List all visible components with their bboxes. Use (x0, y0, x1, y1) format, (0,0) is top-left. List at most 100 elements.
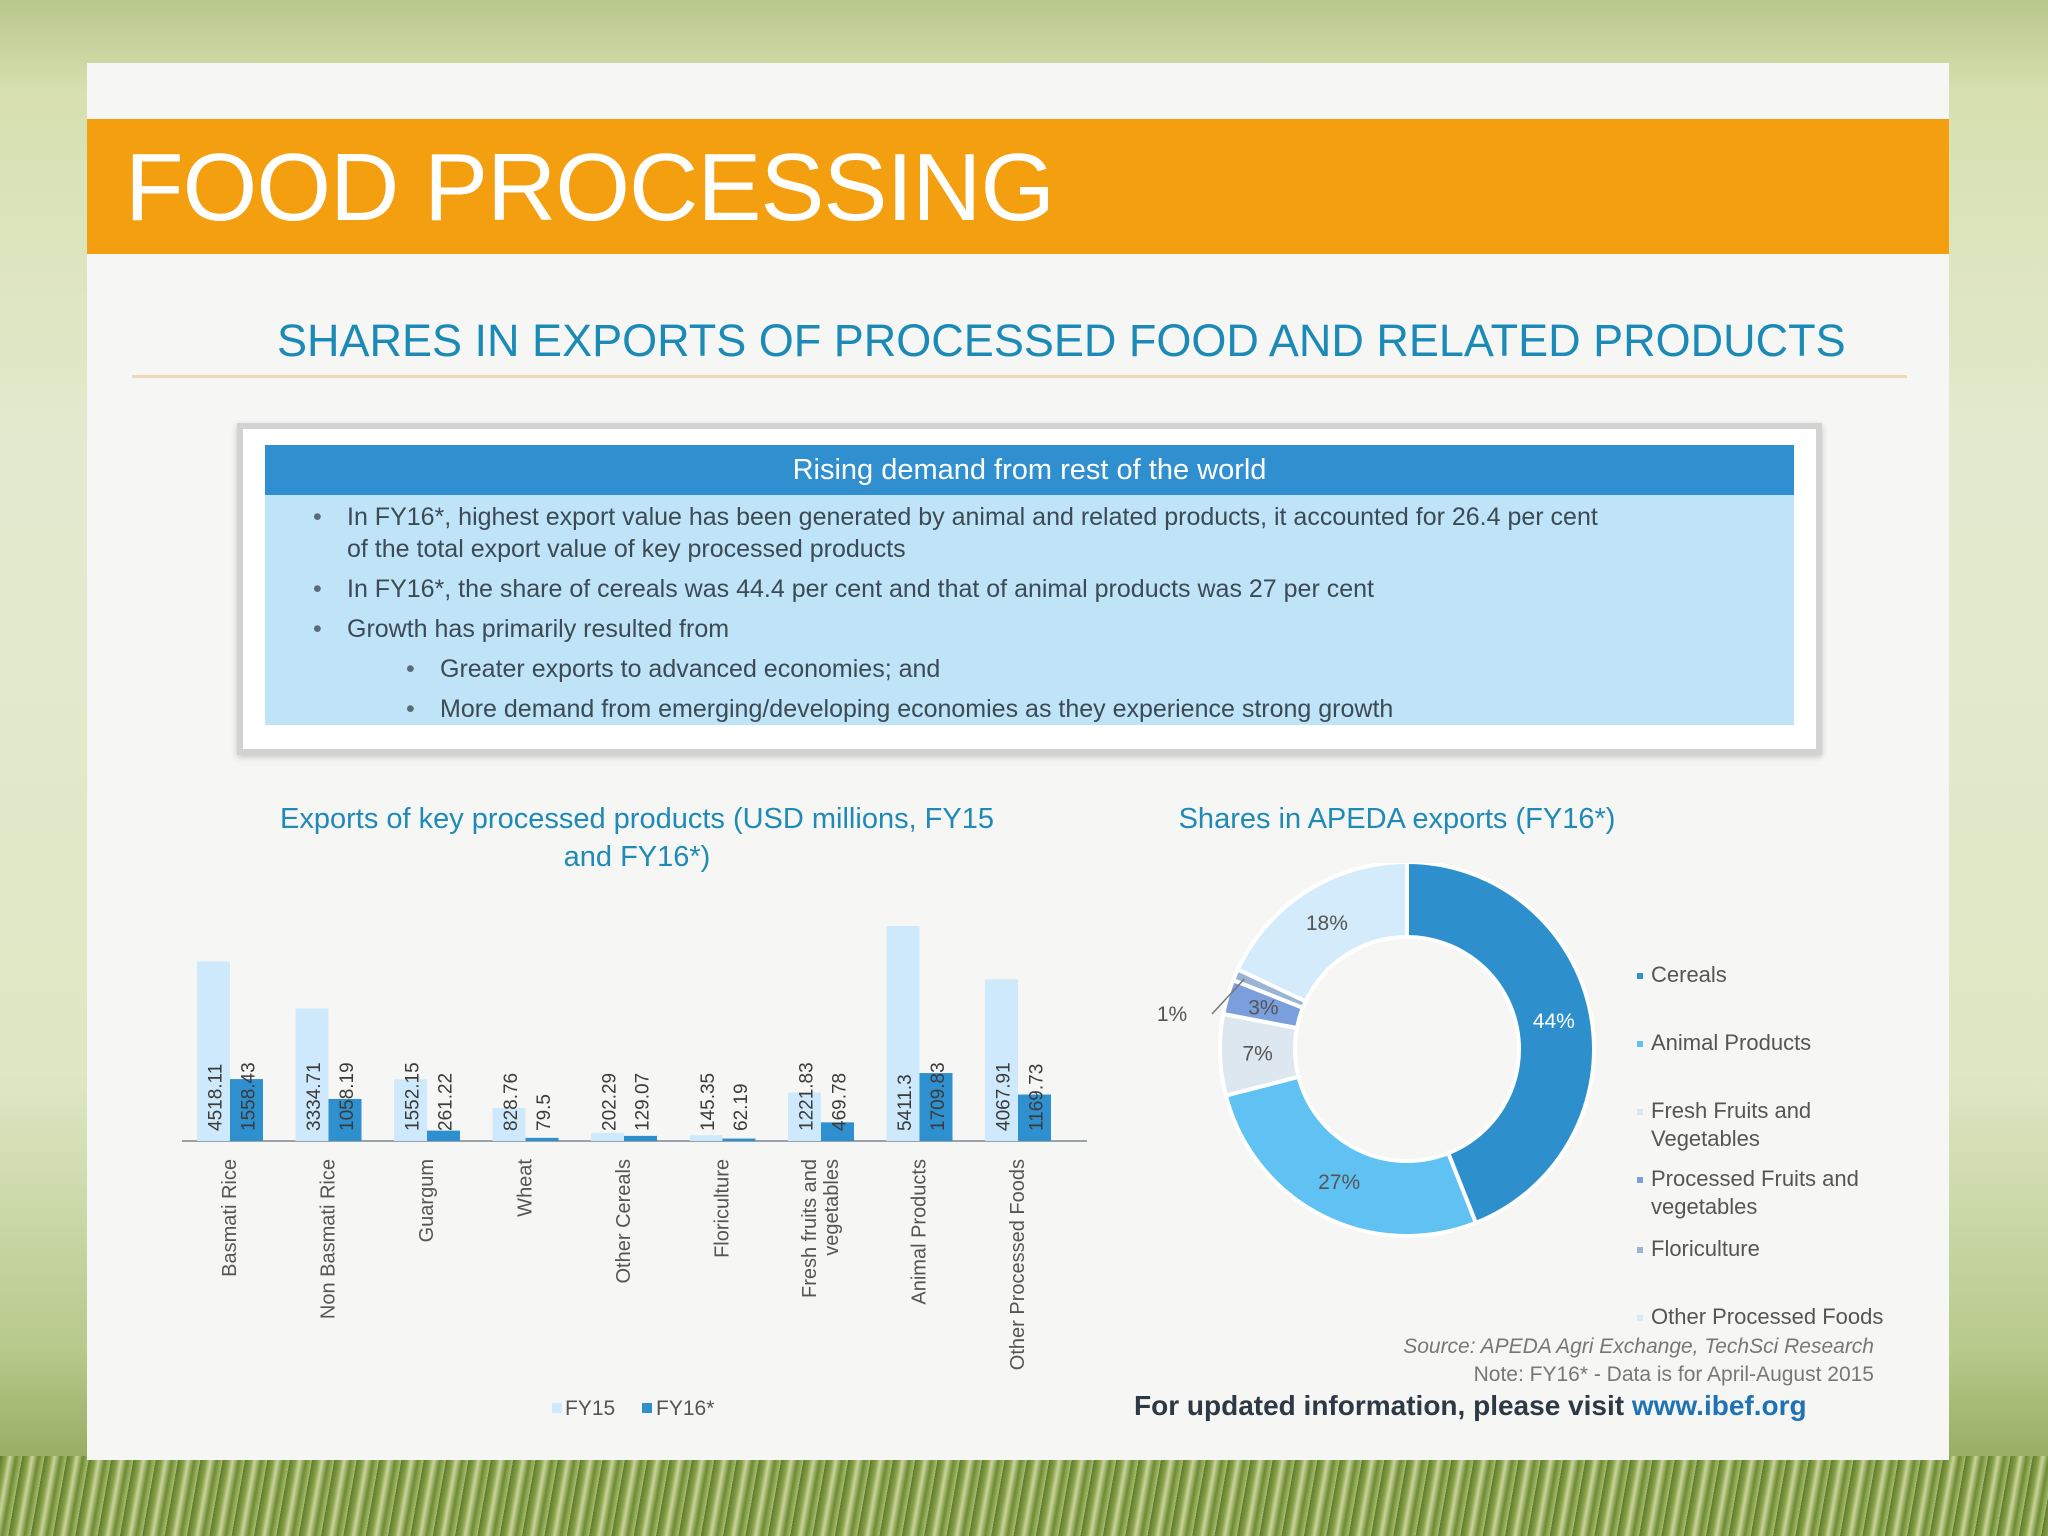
bar-chart: 4518.11 1558.43 Basmati Rice 3334.71 1058.19… (182, 926, 1087, 1420)
legend-label: Fresh Fruits and (1651, 1098, 1811, 1123)
legend-label: Other Processed Foods (1651, 1304, 1883, 1329)
info-box-header: Rising demand from rest of the world (265, 445, 1794, 495)
bullet-dot-icon: • (313, 503, 322, 531)
bar-fy16-0 (230, 1079, 263, 1141)
bar-fy15-4 (591, 1132, 624, 1141)
bar-data-label: 1709.83 (928, 1062, 949, 1131)
x-tick-label: Wheat (515, 1159, 537, 1217)
slice-label: 27% (1318, 1171, 1360, 1194)
bar-fy15-1 (295, 1008, 329, 1141)
bar-chart-title-line1: Exports of key processed products (USD m… (280, 803, 994, 835)
legend-label: Floriculture (1651, 1236, 1760, 1261)
legend-label-fy16: FY16* (656, 1397, 714, 1420)
legend-swatch-2 (1637, 1109, 1643, 1115)
visit-label: For updated information, please visit (1134, 1390, 1625, 1421)
bar-data-label: 79.5 (534, 1094, 555, 1131)
x-tick-label: Animal Products (909, 1159, 931, 1305)
bar-data-label: 62.19 (731, 1083, 752, 1131)
bar-data-label: 1058.19 (337, 1062, 358, 1131)
bar-data-label: 129.07 (633, 1073, 654, 1131)
bullet-dot-icon: • (313, 575, 322, 603)
bar-fy16-4 (624, 1135, 657, 1141)
legend-label: Animal Products (1651, 1030, 1811, 1055)
bar-fy15-3 (492, 1108, 526, 1141)
x-tick-label: Fresh fruits and (799, 1159, 821, 1298)
source-note: Source: APEDA Agri Exchange, TechSci Res… (1403, 1335, 1874, 1358)
x-tick-label: Guargum (416, 1159, 438, 1242)
grass-background (0, 1456, 2048, 1536)
bar-fy16-6 (821, 1122, 854, 1141)
bar-fy15-5 (689, 1135, 723, 1141)
bullet-dot-icon: • (313, 615, 322, 643)
slide-title: FOOD PROCESSING (125, 134, 1055, 241)
bar-data-label: 202.29 (600, 1073, 621, 1131)
bar-fy16-2 (427, 1130, 460, 1141)
slice-label: 44% (1533, 1010, 1575, 1033)
legend-swatch-5 (1637, 1315, 1643, 1321)
donut-slice-0 (1405, 863, 1596, 1226)
bar-data-label: 145.35 (698, 1073, 719, 1131)
x-tick-label: Basmati Rice (219, 1159, 241, 1277)
slice-label: 7% (1242, 1043, 1272, 1066)
x-tick-label: Floriculture (712, 1159, 734, 1258)
visit-text: For updated information, please visit ww… (1134, 1390, 1807, 1422)
legend-swatch-fy15 (552, 1403, 562, 1413)
bar-fy16-5 (722, 1138, 756, 1141)
bullet-1-continued: of the total export value of key process… (347, 533, 906, 565)
sub-bullet-1: • Greater exports to advanced economies;… (406, 653, 941, 685)
title-bar: FOOD PROCESSING (87, 119, 1949, 254)
legend-swatch-1 (1637, 1041, 1643, 1047)
legend-swatch-4 (1637, 1247, 1643, 1253)
x-tick-label: Other Processed Foods (1007, 1159, 1029, 1370)
bar-fy15-7 (886, 926, 920, 1141)
bar-fy15-8 (985, 979, 1018, 1141)
legend-label: Vegetables (1651, 1126, 1760, 1151)
bar-data-label: 1552.15 (403, 1062, 424, 1131)
bar-data-label: 5411.3 (895, 1074, 916, 1131)
bar-fy16-8 (1018, 1094, 1051, 1141)
info-box-body: • In FY16*, highest export value has bee… (265, 495, 1794, 725)
bullet-3: • Growth has primarily resulted from (313, 613, 730, 645)
legend-label-fy15: FY15 (565, 1397, 615, 1420)
bar-fy15-6 (788, 1092, 821, 1141)
bar-data-label: 1169.73 (1027, 1064, 1048, 1131)
bar-chart-title: Exports of key processed products (USD m… (237, 800, 1037, 876)
bar-data-label: 469.78 (830, 1073, 851, 1131)
slice-label: 1% (1157, 1003, 1187, 1026)
legend-swatch-fy16 (642, 1403, 652, 1413)
bullet-text: In FY16*, the share of cereals was 44.4 … (347, 575, 1374, 603)
bullet-text: Greater exports to advanced economies; a… (440, 655, 941, 683)
leader-line (1211, 978, 1246, 1015)
bar-data-label: 828.76 (501, 1073, 522, 1131)
bar-data-label: 4518.11 (206, 1064, 227, 1131)
legend-label: Processed Fruits and (1651, 1166, 1859, 1191)
bullet-text: Growth has primarily resulted from (347, 615, 730, 643)
legend-swatch-3 (1637, 1177, 1643, 1183)
bar-data-label: 1558.43 (239, 1062, 260, 1131)
donut-slice-1 (1223, 1074, 1479, 1238)
data-note: Note: FY16* - Data is for April-August 2… (1473, 1363, 1874, 1386)
donut-slice-5 (1235, 863, 1409, 1004)
bullet-text: More demand from emerging/developing eco… (440, 695, 1394, 723)
bar-chart-title-line2: and FY16*) (563, 841, 711, 873)
x-tick-label: vegetables (821, 1159, 843, 1256)
bar-data-label: 261.22 (436, 1073, 457, 1131)
slice-label: 3% (1248, 996, 1278, 1019)
slide: FOOD PROCESSING SHARES IN EXPORTS OF PRO… (87, 63, 1949, 1460)
bar-data-label: 1221.83 (797, 1062, 818, 1131)
bar-fy16-7 (919, 1073, 953, 1141)
legend-label: Cereals (1651, 962, 1727, 987)
bar-fy15-0 (197, 961, 230, 1141)
legend-swatch-0 (1637, 973, 1643, 979)
ibef-link[interactable]: www.ibef.org (1631, 1390, 1807, 1421)
bullet-1: • In FY16*, highest export value has bee… (313, 501, 1598, 533)
bar-fy16-3 (525, 1137, 559, 1141)
bar-fy15-2 (394, 1079, 427, 1141)
legend-label: vegetables (1651, 1194, 1757, 1219)
slice-label: 18% (1306, 912, 1348, 935)
bar-data-label: 4067.91 (994, 1062, 1015, 1131)
info-box: Rising demand from rest of the world • I… (237, 423, 1822, 755)
bullet-text: In FY16*, highest export value has been … (347, 503, 1598, 531)
bullet-text: of the total export value of key process… (347, 535, 906, 563)
x-tick-label: Other Cereals (613, 1159, 635, 1284)
